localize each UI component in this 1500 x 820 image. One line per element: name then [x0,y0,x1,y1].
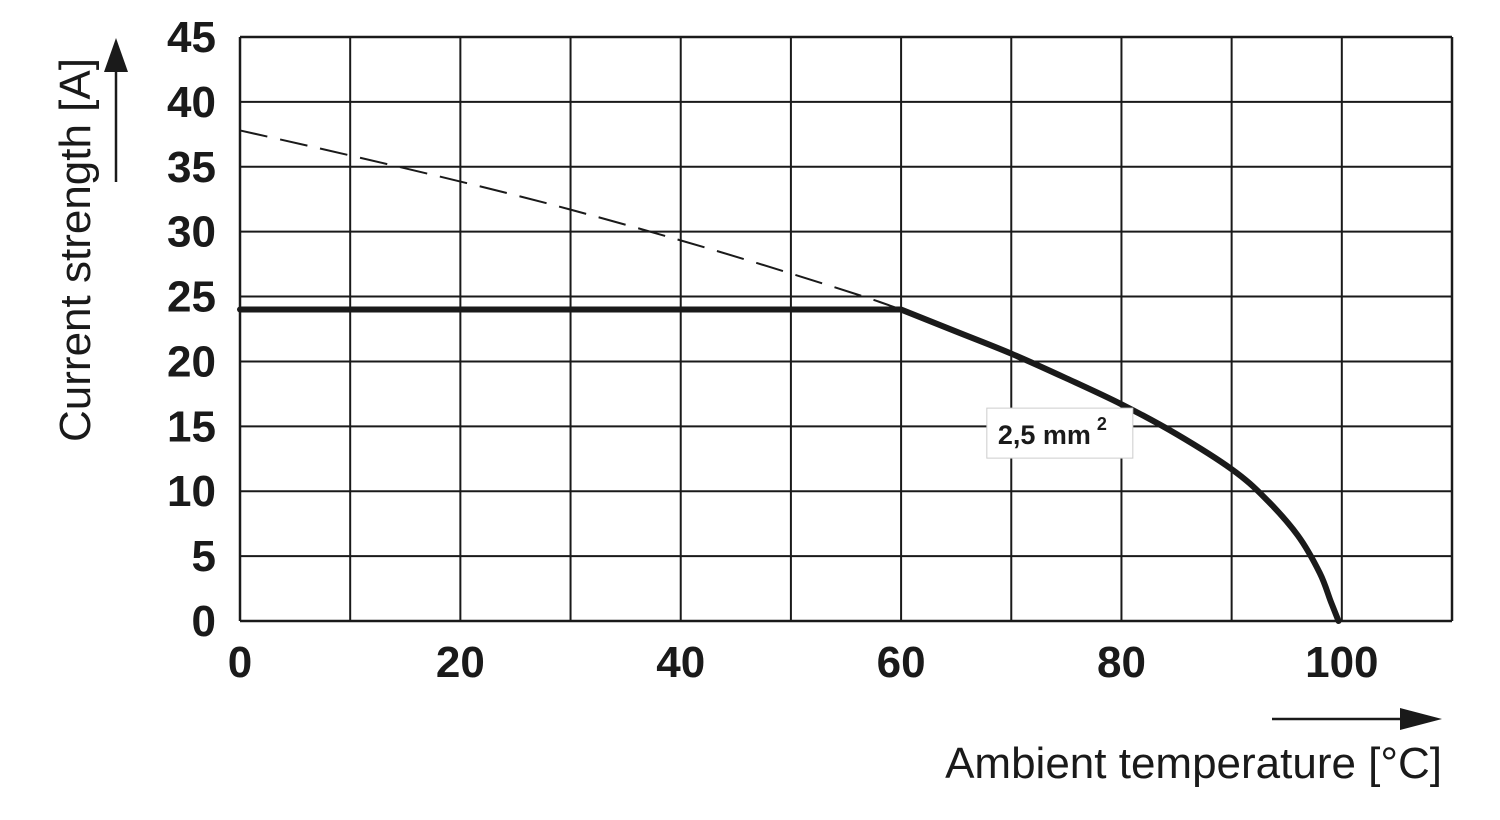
y-axis-arrow [104,38,128,182]
x-tick-label: 60 [877,638,926,687]
y-tick-label: 0 [192,597,216,646]
y-tick-label: 20 [167,337,216,386]
y-tick-label: 35 [167,143,216,192]
annotation-superscript: 2 [1097,414,1107,434]
x-tick-label: 20 [436,638,485,687]
x-tick-label: 80 [1097,638,1146,687]
y-tick-label: 10 [167,467,216,516]
series-annotation: 2,5 mm 2 [986,407,1134,459]
y-tick-label: 15 [167,402,216,451]
x-tick-label: 0 [228,638,252,687]
x-tick-label: 100 [1305,638,1378,687]
y-tick-label: 40 [167,78,216,127]
x-tick-label: 40 [656,638,705,687]
y-tick-label: 25 [167,273,216,322]
tick-labels: 0 5 10 15 20 25 30 35 40 45 0 20 40 60 80 100 [167,13,1378,687]
series-layer [237,129,1342,624]
x-axis-arrow [1272,708,1442,730]
y-tick-label: 30 [167,208,216,257]
x-axis-label: Ambient temperature [°C] [945,739,1442,788]
y-tick-label: 45 [167,13,216,62]
annotation-text: 2,5 mm [998,420,1091,450]
grid [238,35,1454,623]
y-tick-label: 5 [192,532,216,581]
series-line-2-5mm2 [237,306,1342,624]
y-axis-label: Current strength [A] [51,58,100,442]
